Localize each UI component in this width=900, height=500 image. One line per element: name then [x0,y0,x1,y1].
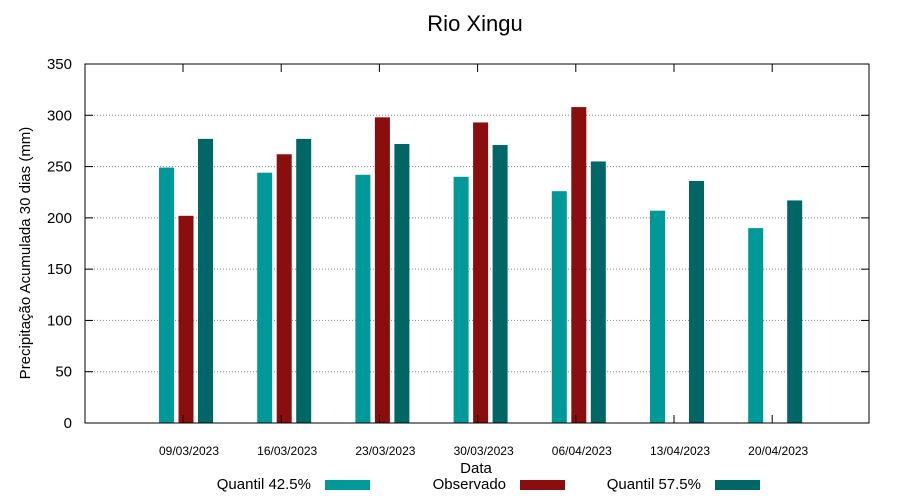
y-axis-title: Precipitação Acumulada 30 dias (mm) [17,127,34,380]
legend-swatch [520,480,565,490]
y-tick-label: 150 [47,261,72,278]
x-tick-label: 16/03/2023 [257,444,317,458]
bar [650,210,665,423]
legend-label: Quantil 42.5% [217,476,311,493]
x-tick-label: 06/04/2023 [552,444,612,458]
bar [374,117,390,423]
legend: Quantil 42.5% Observado Quantil 57.5% [217,476,760,493]
y-tick-label: 250 [47,159,72,176]
bar [492,145,508,423]
x-tick-label: 30/03/2023 [454,444,514,458]
bar [590,161,606,423]
x-axis-title: Data [460,460,492,477]
bar [473,122,489,424]
y-tick-label: 300 [47,107,72,124]
bars-layer [159,107,803,424]
x-tick-label: 13/04/2023 [650,444,710,458]
y-tick-label: 0 [64,415,72,432]
legend-label: Quantil 57.5% [607,476,701,493]
bar [453,176,469,423]
bar [355,174,371,423]
bar [689,180,704,423]
bar [198,138,213,423]
chart-title: Rio Xingu [427,11,522,36]
bar [296,138,312,423]
x-axis-ticks: 09/03/2023 16/03/2023 23/03/2023 30/03/2023… [159,64,809,458]
bar [748,228,764,423]
y-axis-ticks: 0 50 100 150 200 250 300 350 [47,56,869,432]
bar [551,191,567,423]
y-tick-label: 350 [47,56,72,73]
y-tick-label: 200 [47,210,72,227]
legend-swatch [715,480,760,490]
y-tick-label: 50 [55,364,72,381]
bar [394,144,410,423]
x-tick-label: 20/04/2023 [748,444,808,458]
x-tick-label: 09/03/2023 [159,444,219,458]
bar [276,154,292,423]
legend-label: Observado [433,476,506,493]
y-tick-label: 100 [47,312,72,329]
bar [178,215,194,423]
bar [159,167,174,423]
plot-frame [84,63,870,424]
x-tick-label: 23/03/2023 [355,444,415,458]
bar [787,200,803,423]
legend-swatch [325,480,370,490]
bar [571,107,587,423]
bar [257,172,273,423]
